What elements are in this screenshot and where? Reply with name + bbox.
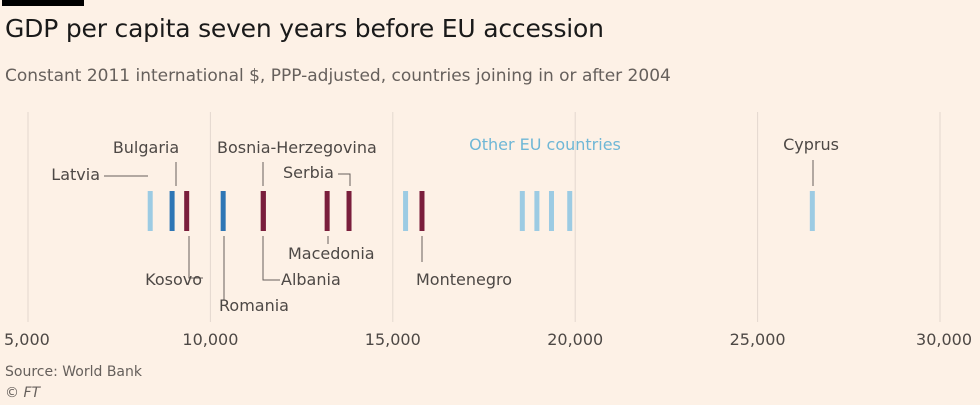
series-label-other-eu: Other EU countries <box>469 135 621 154</box>
mark-other-eu <box>519 191 525 231</box>
leader-albania <box>262 236 280 281</box>
x-axis-ticks: 5,000 10,000 15,000 20,000 25,000 30,000 <box>4 330 972 349</box>
label-romania: Romania <box>219 296 289 315</box>
chart-subtitle: Constant 2011 international $, PPP-adjus… <box>5 66 671 86</box>
label-montenegro: Montenegro <box>416 270 512 289</box>
mark-macedonia <box>324 191 330 231</box>
x-tick-label: 30,000 <box>916 330 972 349</box>
mark-latvia <box>147 191 153 231</box>
label-latvia: Latvia <box>51 165 100 184</box>
label-bosnia-herzegovina: Bosnia-Herzegovina <box>217 138 377 157</box>
mark-other-eu <box>534 191 540 231</box>
mark-albania <box>260 191 266 231</box>
mark-serbia <box>346 191 352 231</box>
mark-romania <box>220 191 226 231</box>
label-leaders <box>104 160 814 300</box>
label-bulgaria: Bulgaria <box>113 138 179 157</box>
label-macedonia: Macedonia <box>288 244 375 263</box>
mark-cyprus <box>809 191 815 231</box>
label-albania: Albania <box>281 270 341 289</box>
x-tick-label: 25,000 <box>730 330 786 349</box>
x-tick-label: 15,000 <box>365 330 421 349</box>
leader-serbia <box>338 173 351 186</box>
mark-kosovo <box>184 191 190 231</box>
x-tick-label: 20,000 <box>547 330 603 349</box>
mark-other-eu <box>548 191 554 231</box>
data-marks <box>147 191 815 231</box>
label-serbia: Serbia <box>283 163 334 182</box>
mark-bulgaria <box>169 191 175 231</box>
mark-other-eu <box>403 191 409 231</box>
ft-credit: © FT <box>5 385 41 401</box>
label-kosovo: Kosovo <box>145 270 202 289</box>
leader-kosovo <box>188 236 203 279</box>
x-tick-label: 5,000 <box>4 330 50 349</box>
grid-lines <box>27 112 941 322</box>
ft-top-bar <box>2 0 84 6</box>
mark-montenegro <box>419 191 425 231</box>
mark-other-eu <box>567 191 573 231</box>
source-note: Source: World Bank <box>5 364 142 380</box>
label-cyprus: Cyprus <box>783 135 839 154</box>
data-labels: Latvia Bulgaria Kosovo Romania Bosnia-Herzeg… <box>51 135 839 315</box>
chart-title: GDP per capita seven years before EU acc… <box>5 14 604 43</box>
x-tick-label: 10,000 <box>182 330 238 349</box>
